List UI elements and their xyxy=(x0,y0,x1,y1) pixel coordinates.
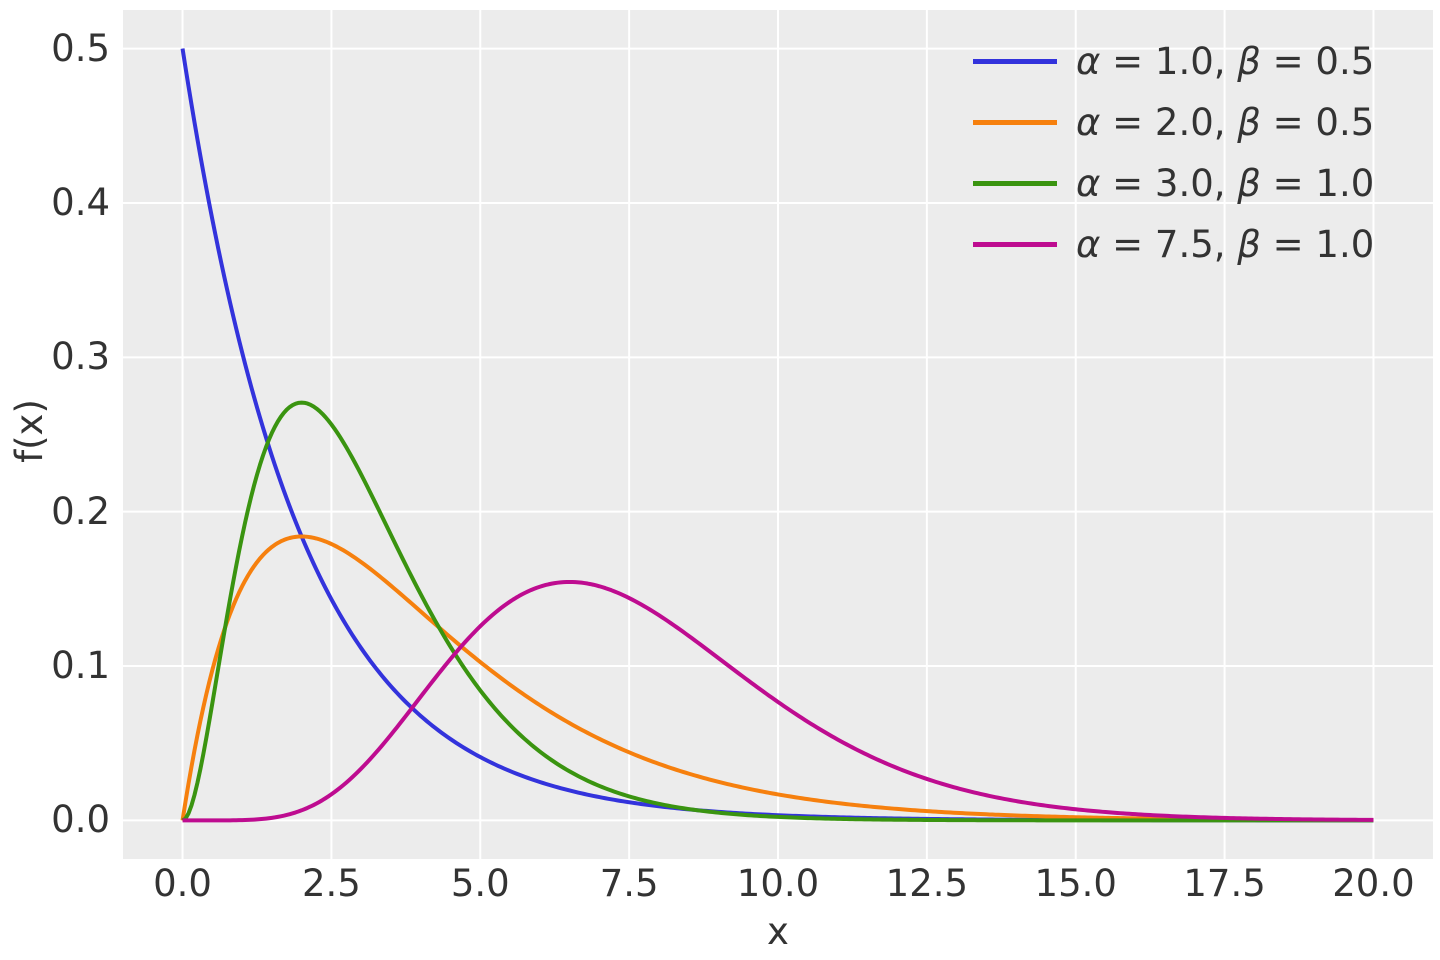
x-tick-label: 2.5 xyxy=(301,862,361,905)
alpha-symbol: α xyxy=(1076,222,1101,266)
beta-symbol: β xyxy=(1237,39,1261,83)
beta-value: = 0.5 xyxy=(1260,100,1375,144)
legend-entry: α = 1.0, β = 0.5 xyxy=(973,31,1374,92)
x-tick-label: 20.0 xyxy=(1332,862,1415,905)
legend: α = 1.0, β = 0.5 α = 2.0, β = 0.5 α = 3.… xyxy=(973,31,1374,275)
alpha-symbol: α xyxy=(1076,161,1101,205)
legend-entry: α = 7.5, β = 1.0 xyxy=(973,214,1374,275)
plot-svg xyxy=(123,10,1433,859)
series-curve-3 xyxy=(182,579,1374,823)
x-tick-label: 5.0 xyxy=(450,862,510,905)
y-tick-label: 0.1 xyxy=(51,644,110,688)
beta-symbol: β xyxy=(1237,161,1261,205)
legend-line-swatch xyxy=(973,120,1057,125)
alpha-symbol: α xyxy=(1076,39,1101,83)
alpha-value: = 2.0, xyxy=(1100,100,1238,144)
y-tick-label: 0.2 xyxy=(51,489,110,533)
x-tick-label: 15.0 xyxy=(1034,862,1117,905)
legend-line-swatch xyxy=(973,242,1057,247)
x-tick-label: 7.5 xyxy=(599,862,659,905)
y-axis-label: f(x) xyxy=(8,399,51,463)
alpha-value: = 1.0, xyxy=(1100,39,1238,83)
alpha-symbol: α xyxy=(1076,100,1101,144)
legend-label: α = 7.5, β = 1.0 xyxy=(1076,222,1375,266)
y-tick-label: 0.5 xyxy=(51,26,110,70)
y-tick-label: 0.0 xyxy=(51,798,110,842)
series-curve-2 xyxy=(181,400,1374,823)
beta-value: = 1.0 xyxy=(1260,161,1375,205)
x-tick-label: 0.0 xyxy=(153,862,212,905)
x-tick-label: 17.5 xyxy=(1183,862,1266,905)
x-axis-label: x xyxy=(767,910,789,953)
beta-value: = 1.0 xyxy=(1260,222,1375,266)
legend-entry: α = 3.0, β = 1.0 xyxy=(973,153,1374,214)
legend-label: α = 2.0, β = 0.5 xyxy=(1076,100,1375,144)
legend-line-swatch xyxy=(973,181,1057,186)
alpha-value: = 7.5, xyxy=(1100,222,1238,266)
beta-symbol: β xyxy=(1237,222,1261,266)
plot-area xyxy=(123,10,1433,859)
y-tick-label: 0.4 xyxy=(51,180,110,224)
beta-value: = 0.5 xyxy=(1260,39,1375,83)
x-tick-label: 10.0 xyxy=(736,862,820,905)
legend-line-swatch xyxy=(973,59,1057,64)
beta-symbol: β xyxy=(1237,100,1261,144)
y-tick-label: 0.3 xyxy=(51,335,110,379)
legend-label: α = 1.0, β = 0.5 xyxy=(1076,39,1375,83)
alpha-value: = 3.0, xyxy=(1100,161,1238,205)
legend-label: α = 3.0, β = 1.0 xyxy=(1076,161,1375,205)
x-tick-label: 12.5 xyxy=(885,862,969,905)
legend-entry: α = 2.0, β = 0.5 xyxy=(973,92,1374,153)
